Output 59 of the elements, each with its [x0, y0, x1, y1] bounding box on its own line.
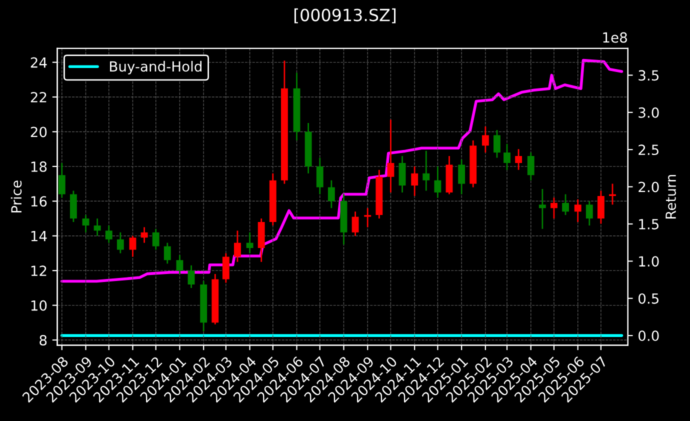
candlestick [58, 162, 66, 198]
candlestick [82, 214, 90, 234]
candlestick [246, 232, 254, 254]
y2-tick-label: 1.0 [639, 256, 659, 267]
candlestick [387, 118, 394, 194]
candlestick [422, 150, 430, 192]
y-tick-label: 18 [31, 161, 47, 172]
y2-tick-label: 3.5 [638, 70, 658, 81]
candlestick [458, 158, 466, 195]
candlestick [411, 166, 418, 197]
candlestick [234, 230, 241, 263]
candlestick [398, 155, 406, 194]
candlestick [574, 198, 582, 223]
candlestick [188, 264, 195, 289]
candlestick [116, 232, 124, 254]
candlestick [105, 224, 112, 244]
candlestick [586, 200, 593, 226]
y2-tick-label: 2.0 [638, 182, 659, 192]
y-tick-label: 20 [30, 126, 47, 138]
y-tick-label: 14 [31, 231, 47, 242]
chart-title: [000913.SZ] [294, 8, 396, 24]
y2-tick-label: 3.0 [638, 107, 659, 118]
candlestick [609, 183, 616, 206]
candlestick [328, 180, 335, 209]
y-tick-label: 24 [30, 57, 47, 68]
line-series [60, 58, 624, 283]
candlestick [597, 190, 604, 224]
candlestick [364, 207, 372, 228]
text: 1e8 [603, 32, 627, 43]
candlestick [164, 242, 171, 264]
candlestick [504, 143, 510, 171]
y-tick-label: 22 [30, 92, 46, 102]
candlestick [562, 194, 569, 216]
y2-axis-title: Return [666, 174, 676, 218]
legend-label: Buy-and-Hold [110, 60, 202, 74]
candlestick [482, 126, 489, 154]
candlestick [222, 252, 230, 284]
candlestick [515, 148, 522, 171]
y-tick-label: 16 [31, 196, 47, 207]
y2-tick-label: 0.0 [638, 330, 659, 342]
y2-tick-label: 1.5 [639, 219, 658, 230]
candlestick [494, 129, 500, 158]
candlestick [538, 188, 546, 230]
y2-tick-label: 2.5 [638, 144, 658, 156]
y-axis-title: Price [10, 180, 22, 212]
candlestick [316, 157, 324, 195]
y2-tick-label: 0.5 [638, 293, 658, 304]
candlestick [527, 152, 534, 182]
candlestick [550, 196, 558, 220]
y-tick-label: 10 [31, 300, 47, 311]
y-tick-label: 8 [40, 334, 47, 346]
candlestick [140, 226, 148, 244]
candlestick [94, 218, 101, 237]
candlestick [176, 254, 184, 275]
candlestick [152, 228, 160, 250]
candlestick [434, 166, 442, 198]
y-tick-label: 12 [31, 266, 46, 276]
candlestick [129, 235, 136, 258]
candlestick [352, 210, 359, 237]
